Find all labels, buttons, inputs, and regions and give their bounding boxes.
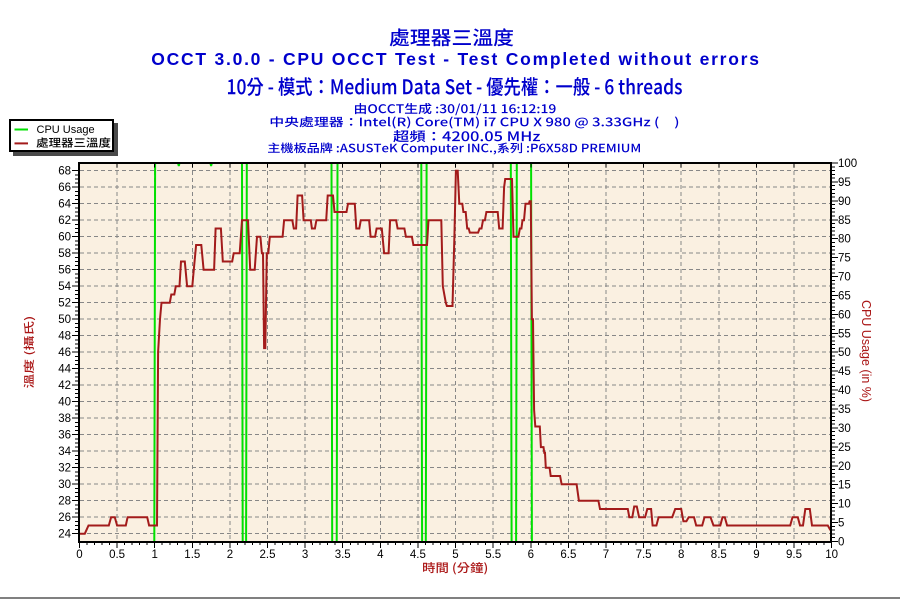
svg-text:95: 95 — [838, 177, 851, 189]
svg-text:4.5: 4.5 — [410, 549, 426, 561]
svg-text:48: 48 — [58, 331, 71, 343]
svg-text:9: 9 — [753, 549, 759, 561]
svg-text:42: 42 — [58, 380, 71, 392]
svg-text:60: 60 — [838, 309, 851, 321]
svg-text:100: 100 — [838, 158, 857, 170]
svg-text:7.5: 7.5 — [636, 549, 652, 561]
svg-text:80: 80 — [838, 234, 851, 246]
svg-text:60: 60 — [58, 232, 71, 244]
svg-text:50: 50 — [58, 314, 71, 326]
svg-text:8.5: 8.5 — [711, 549, 727, 561]
svg-text:75: 75 — [838, 253, 851, 265]
svg-text:40: 40 — [58, 397, 71, 409]
svg-text:1: 1 — [151, 549, 157, 561]
svg-text:55: 55 — [838, 328, 851, 340]
svg-text:20: 20 — [838, 461, 851, 473]
svg-text:70: 70 — [838, 272, 851, 284]
svg-text:0: 0 — [76, 549, 82, 561]
svg-text:25: 25 — [838, 442, 851, 454]
svg-text:5: 5 — [452, 549, 458, 561]
svg-text:66: 66 — [58, 182, 71, 194]
svg-text:46: 46 — [58, 347, 71, 359]
svg-text:90: 90 — [838, 196, 851, 208]
svg-text:15: 15 — [838, 480, 851, 492]
svg-text:2.5: 2.5 — [260, 549, 276, 561]
svg-text:9.5: 9.5 — [786, 549, 802, 561]
svg-text:6: 6 — [528, 549, 534, 561]
svg-text:30: 30 — [58, 479, 71, 491]
svg-text:0.5: 0.5 — [109, 549, 125, 561]
svg-text:50: 50 — [838, 347, 851, 359]
svg-text:35: 35 — [838, 404, 851, 416]
svg-text:65: 65 — [838, 291, 851, 303]
svg-text:6.5: 6.5 — [560, 549, 576, 561]
svg-text:68: 68 — [58, 166, 71, 178]
svg-text:7: 7 — [603, 549, 609, 561]
svg-text:62: 62 — [58, 215, 71, 227]
svg-text:8: 8 — [678, 549, 684, 561]
svg-text:36: 36 — [58, 430, 71, 442]
svg-text:58: 58 — [58, 248, 71, 260]
svg-text:CPU Usage (in %): CPU Usage (in %) — [859, 300, 873, 402]
svg-text:34: 34 — [58, 446, 71, 458]
svg-text:3: 3 — [302, 549, 308, 561]
svg-text:5.5: 5.5 — [485, 549, 501, 561]
svg-text:CPU Usage: CPU Usage — [37, 124, 95, 136]
svg-text:0: 0 — [838, 537, 844, 549]
svg-text:45: 45 — [838, 366, 851, 378]
svg-text:10: 10 — [825, 549, 838, 561]
svg-text:24: 24 — [58, 529, 71, 541]
svg-text:40: 40 — [838, 385, 851, 397]
svg-text:5: 5 — [838, 518, 844, 530]
svg-text:64: 64 — [58, 199, 71, 211]
svg-text:38: 38 — [58, 413, 71, 425]
svg-text:26: 26 — [58, 512, 71, 524]
svg-text:10: 10 — [838, 499, 851, 511]
svg-text:28: 28 — [58, 496, 71, 508]
svg-text:44: 44 — [58, 364, 71, 376]
svg-text:1.5: 1.5 — [184, 549, 200, 561]
svg-text:32: 32 — [58, 463, 71, 475]
svg-text:85: 85 — [838, 215, 851, 227]
svg-text:3.5: 3.5 — [335, 549, 351, 561]
svg-text:4: 4 — [377, 549, 384, 561]
svg-text:56: 56 — [58, 265, 71, 277]
svg-text:30: 30 — [838, 423, 851, 435]
svg-text:2: 2 — [227, 549, 233, 561]
svg-text:54: 54 — [58, 281, 71, 293]
svg-text:52: 52 — [58, 298, 71, 310]
